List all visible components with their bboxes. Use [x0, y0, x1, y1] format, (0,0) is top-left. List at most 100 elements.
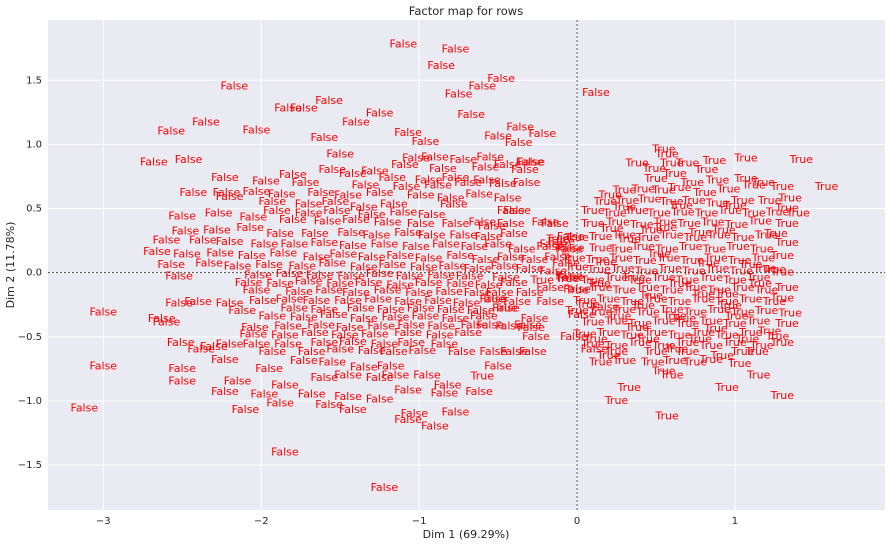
point-label: True	[774, 317, 799, 330]
point-label: False	[355, 276, 383, 289]
point-label: True	[604, 271, 629, 284]
point-label: False	[352, 178, 380, 191]
point-label: False	[536, 240, 564, 253]
point-label: True	[706, 303, 731, 316]
point-label: True	[610, 262, 635, 275]
point-label: True	[716, 182, 741, 195]
point-label: False	[175, 153, 203, 166]
point-label: False	[298, 388, 326, 401]
point-label: False	[431, 338, 459, 351]
point-label: True	[607, 309, 632, 322]
point-label: True	[593, 195, 618, 208]
point-label: True	[470, 370, 495, 383]
point-label: True	[730, 231, 755, 244]
point-label: False	[235, 276, 263, 289]
point-label: False	[236, 221, 264, 234]
point-label: False	[497, 250, 525, 263]
point-label: False	[424, 294, 452, 307]
point-label: False	[326, 343, 354, 356]
point-label: True	[615, 194, 640, 207]
point-label: False	[555, 270, 583, 283]
y-axis-label: Dim 2 (11.78%)	[4, 222, 17, 309]
point-label: False	[334, 368, 362, 381]
point-label: False	[424, 178, 452, 191]
y-tick-label: 0.5	[26, 204, 42, 215]
point-label: True	[635, 305, 660, 318]
point-label: True	[770, 180, 795, 193]
point-label: False	[165, 270, 193, 283]
point-label: False	[437, 191, 465, 204]
point-label: True	[688, 226, 713, 239]
point-label: False	[366, 371, 394, 384]
point-label: False	[378, 171, 406, 184]
point-label: False	[71, 402, 99, 415]
point-label: True	[733, 172, 758, 185]
point-label: False	[437, 303, 465, 316]
point-label: True	[722, 317, 747, 330]
point-label: False	[472, 253, 500, 266]
point-label: False	[292, 176, 320, 189]
point-label: True	[681, 264, 706, 277]
point-label: False	[522, 330, 550, 343]
point-label: True	[564, 261, 589, 274]
point-label: True	[778, 191, 803, 204]
point-label: False	[295, 207, 323, 220]
point-label: False	[276, 267, 304, 280]
point-label: True	[598, 189, 623, 202]
point-label: False	[350, 261, 378, 274]
point-label: True	[651, 339, 676, 352]
point-label: False	[402, 152, 430, 165]
point-label: True	[580, 217, 605, 230]
point-label: True	[631, 182, 656, 195]
point-label: True	[738, 258, 763, 271]
point-label: True	[730, 194, 755, 207]
point-label: True	[604, 394, 629, 407]
point-label: True	[705, 262, 730, 275]
point-label: False	[184, 295, 212, 308]
point-label: False	[266, 397, 294, 410]
point-label: False	[386, 249, 414, 262]
point-label: True	[748, 277, 773, 290]
point-label: False	[153, 316, 181, 329]
point-label: True	[545, 232, 570, 245]
point-label: False	[415, 276, 443, 289]
point-label: True	[564, 284, 589, 297]
point-label: False	[382, 311, 410, 324]
point-label: True	[744, 345, 769, 358]
point-label: False	[472, 161, 500, 174]
point-label: True	[699, 353, 724, 366]
point-label: False	[390, 205, 418, 218]
point-label: False	[148, 312, 176, 325]
point-label: False	[413, 368, 441, 381]
point-label: False	[418, 208, 446, 221]
point-label: True	[588, 355, 613, 368]
point-label: True	[635, 332, 660, 345]
point-label: True	[738, 326, 763, 339]
point-label: False	[467, 304, 495, 317]
point-label: True	[639, 223, 664, 236]
point-label: False	[557, 241, 585, 254]
point-label: True	[683, 305, 708, 318]
point-label: True	[602, 207, 627, 220]
point-label: True	[748, 214, 773, 227]
point-label: False	[269, 246, 297, 259]
point-label: False	[484, 359, 512, 372]
point-label: False	[429, 162, 457, 175]
point-label: True	[678, 240, 703, 253]
point-label: False	[516, 155, 544, 168]
point-label: False	[386, 279, 414, 292]
point-label: False	[320, 308, 348, 321]
point-label: False	[495, 320, 523, 333]
point-label: True	[675, 336, 700, 349]
point-label: False	[405, 286, 433, 299]
point-label: False	[492, 302, 520, 315]
point-label: True	[727, 357, 752, 370]
point-label: True	[575, 298, 600, 311]
x-tick-labels: −3 −2 −1 0 1	[96, 516, 738, 527]
point-label: False	[513, 176, 541, 189]
point-label: False	[326, 148, 354, 161]
point-label: True	[659, 195, 684, 208]
point-label: False	[334, 390, 362, 403]
point-label: True	[624, 321, 649, 334]
point-label: False	[528, 127, 556, 140]
